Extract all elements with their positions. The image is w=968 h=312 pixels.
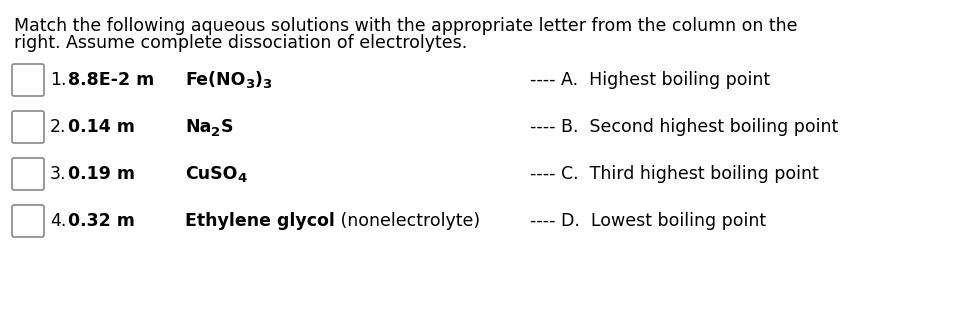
Text: ---- D.  Lowest boiling point: ---- D. Lowest boiling point: [530, 212, 766, 230]
Text: 0.19 m: 0.19 m: [68, 165, 135, 183]
Text: Fe(NO: Fe(NO: [185, 71, 245, 89]
Text: Match the following aqueous solutions with the appropriate letter from the colum: Match the following aqueous solutions wi…: [14, 17, 798, 35]
Text: 1.: 1.: [50, 71, 67, 89]
Text: Ethylene glycol: Ethylene glycol: [185, 212, 335, 230]
Text: 2.: 2.: [50, 118, 67, 136]
Text: 4: 4: [237, 173, 247, 186]
Text: right. Assume complete dissociation of electrolytes.: right. Assume complete dissociation of e…: [14, 34, 468, 52]
FancyBboxPatch shape: [12, 111, 44, 143]
Text: 3: 3: [245, 79, 255, 91]
Text: 3: 3: [262, 79, 272, 91]
Text: 8.8E-2 m: 8.8E-2 m: [68, 71, 154, 89]
Text: (nonelectrolyte): (nonelectrolyte): [335, 212, 480, 230]
FancyBboxPatch shape: [12, 64, 44, 96]
Text: 0.32 m: 0.32 m: [68, 212, 135, 230]
Text: Na: Na: [185, 118, 211, 136]
Text: 0.14 m: 0.14 m: [68, 118, 135, 136]
Text: CuSO: CuSO: [185, 165, 237, 183]
FancyBboxPatch shape: [12, 205, 44, 237]
FancyBboxPatch shape: [12, 158, 44, 190]
Text: 3.: 3.: [50, 165, 67, 183]
Text: ): ): [255, 71, 262, 89]
Text: ---- B.  Second highest boiling point: ---- B. Second highest boiling point: [530, 118, 838, 136]
Text: ---- A.  Highest boiling point: ---- A. Highest boiling point: [530, 71, 771, 89]
Text: 2: 2: [211, 125, 221, 139]
Text: S: S: [221, 118, 233, 136]
Text: 4.: 4.: [50, 212, 67, 230]
Text: ---- C.  Third highest boiling point: ---- C. Third highest boiling point: [530, 165, 819, 183]
